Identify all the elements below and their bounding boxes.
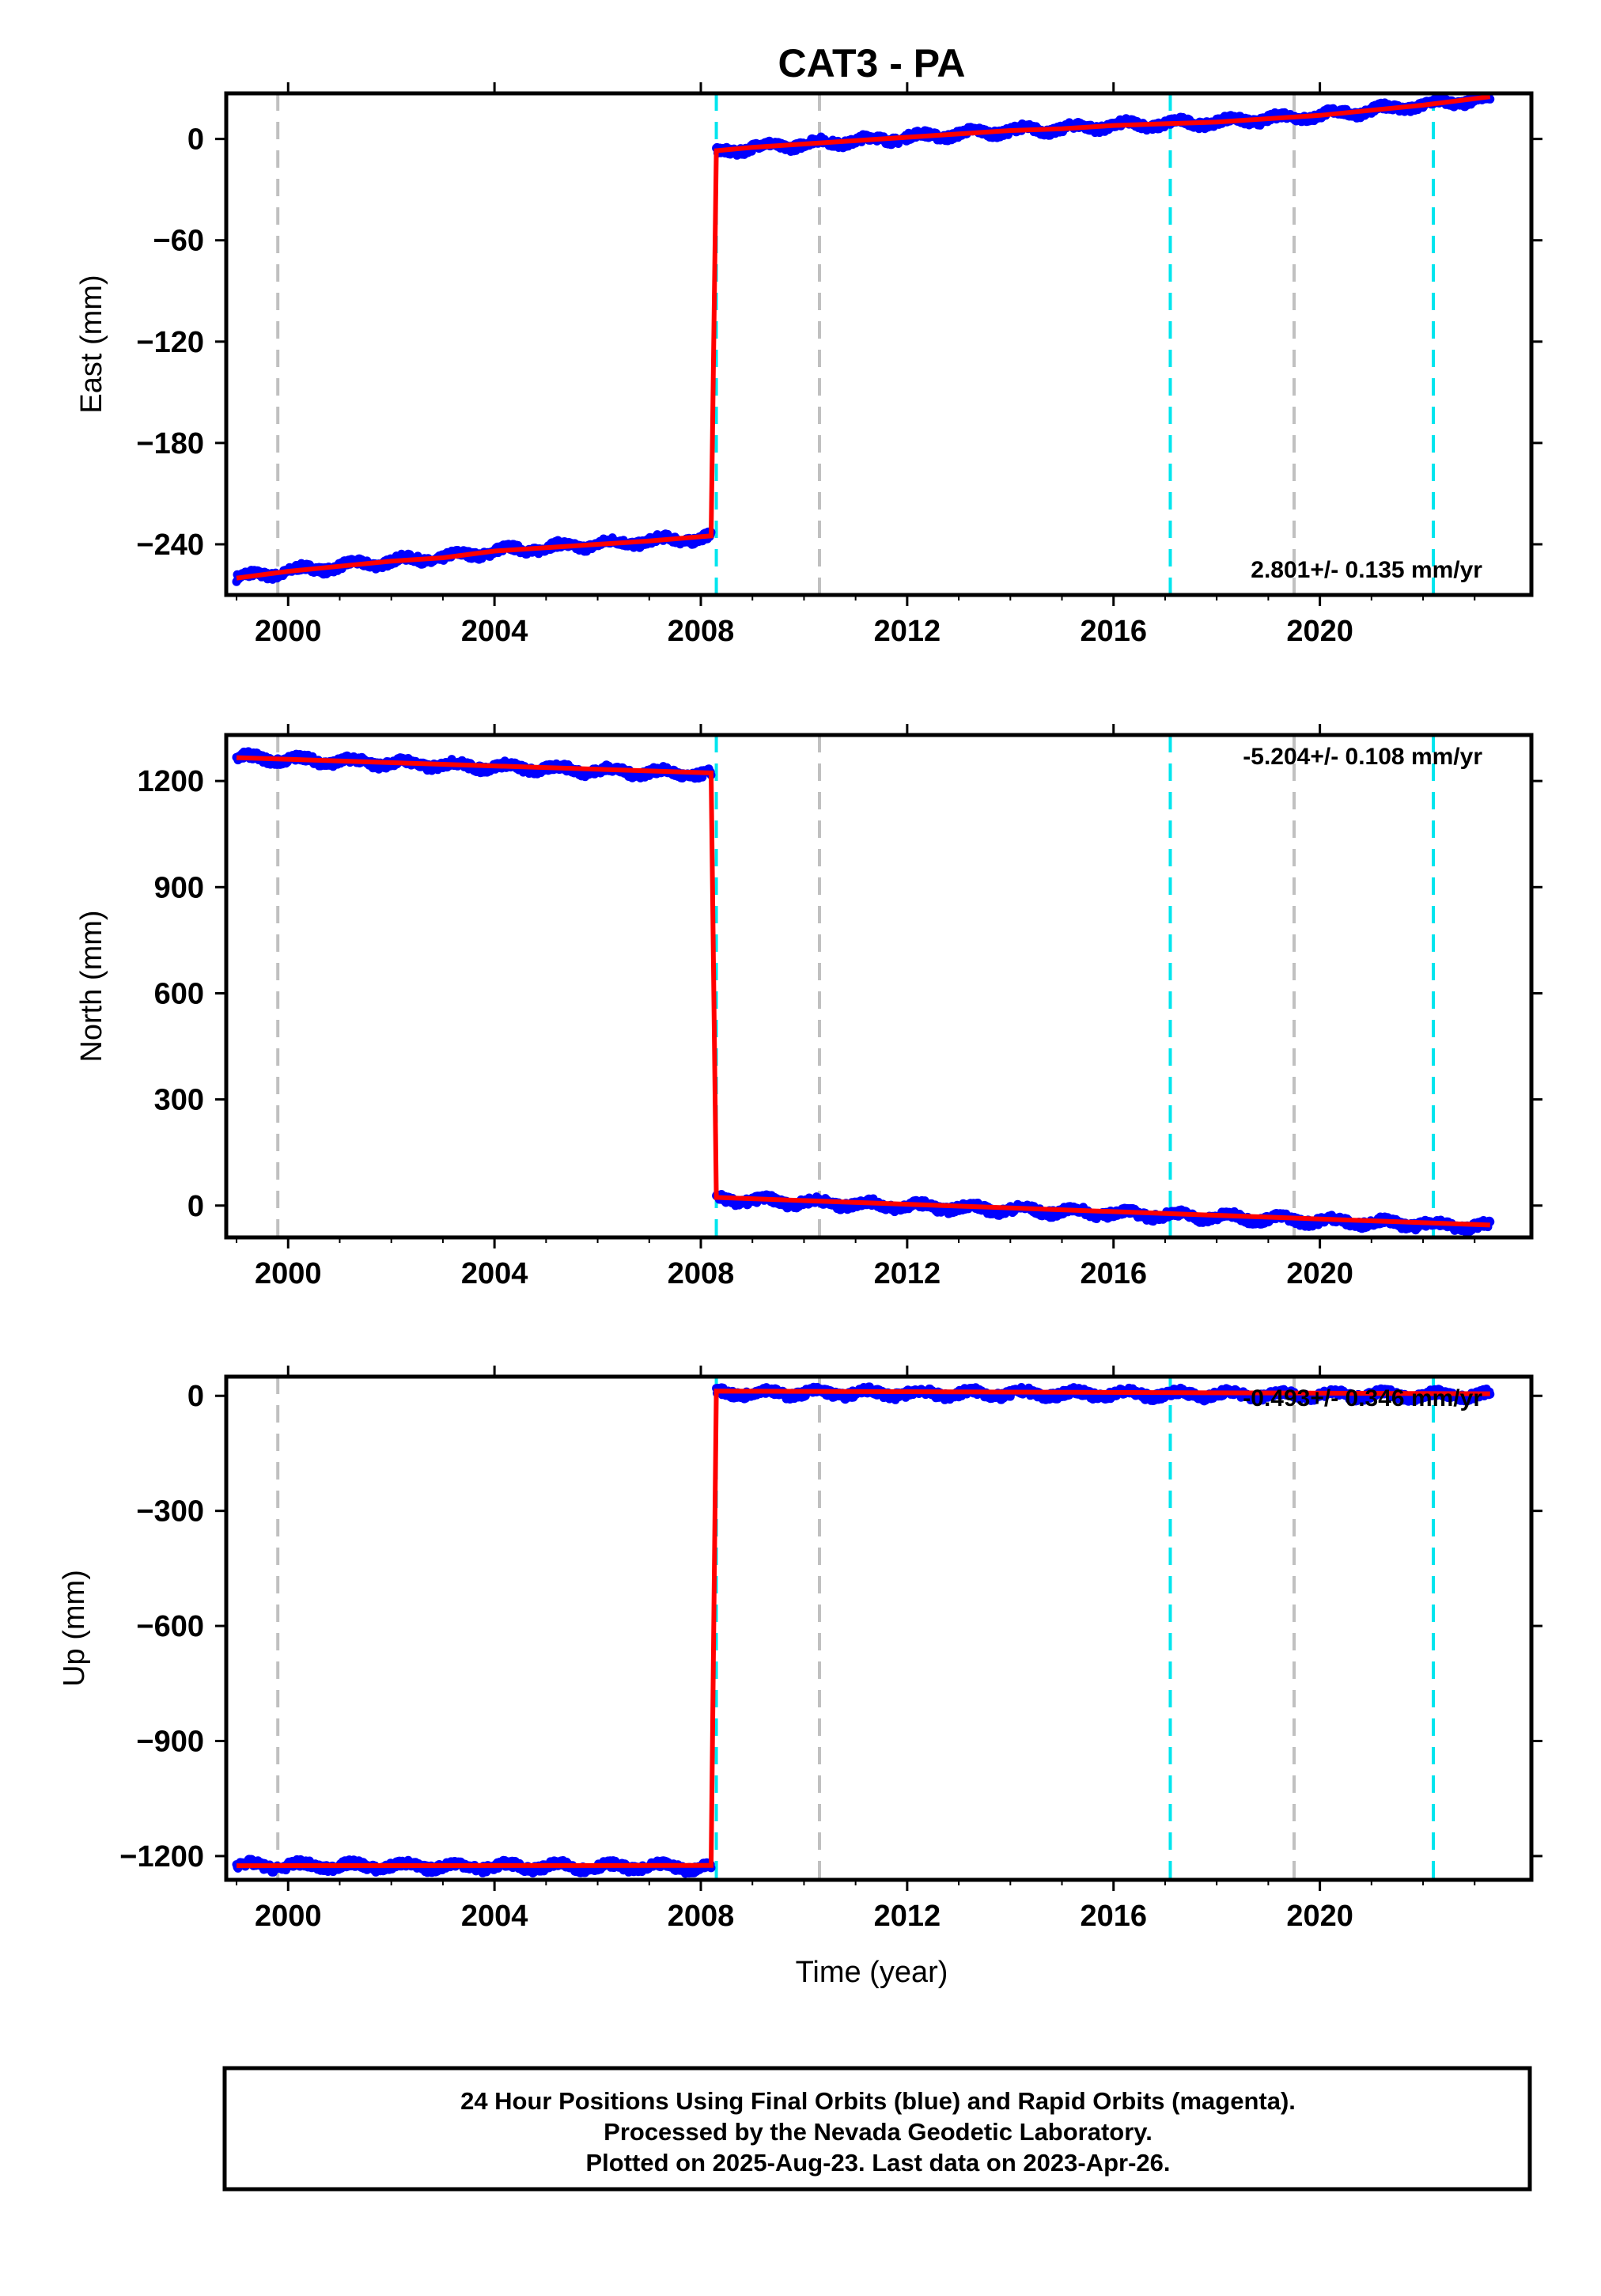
east-xtick-label: 2000 xyxy=(255,615,322,648)
east-ytick-label: 0 xyxy=(187,123,204,157)
east-ytick-label: −60 xyxy=(153,225,204,258)
panels: 2000 2004 2008 2012 2016 2020 0 −60 −120 −180 −240… xyxy=(58,82,1542,1933)
east-ytick-label: −240 xyxy=(136,529,204,562)
north-xtick-label: 2016 xyxy=(1080,1257,1147,1290)
east-xtick-label: 2004 xyxy=(461,615,528,648)
north-xtick-label: 2000 xyxy=(255,1257,322,1290)
north-xtick-label: 2004 xyxy=(461,1257,528,1290)
north-xtick-label: 2012 xyxy=(874,1257,941,1290)
figure-title: CAT3 - PA xyxy=(778,41,965,85)
up-points xyxy=(232,1382,1495,1878)
east-points xyxy=(232,93,1495,586)
east-xtick-label: 2008 xyxy=(668,615,735,648)
north-rate-label: -5.204+/- 0.108 mm/yr xyxy=(1243,744,1482,770)
east-xtick-label: 2020 xyxy=(1286,615,1353,648)
east-xtick-label: 2012 xyxy=(874,615,941,648)
north-ytick-label: 900 xyxy=(154,871,204,904)
east-ytick-label: −120 xyxy=(136,326,204,359)
east-y-axis-label: East (mm) xyxy=(75,275,108,413)
east-ytick-label: −180 xyxy=(136,427,204,460)
north-model-line xyxy=(236,755,1490,1228)
north-ytick-label: 300 xyxy=(154,1084,204,1117)
north-panel: 2000 2004 2008 2012 2016 2020 1200 900 600 300 0 No… xyxy=(75,724,1542,1290)
up-panel: 2000 2004 2008 2012 2016 20200−300−600−900−12… xyxy=(58,1366,1542,1933)
north-ytick-label: 600 xyxy=(154,977,204,1010)
north-y-axis-label: North (mm) xyxy=(75,910,108,1062)
north-ytick-label: 1200 xyxy=(137,765,204,798)
east-panel: 2000 2004 2008 2012 2016 2020 0 −60 −120 −180 −240… xyxy=(75,82,1542,648)
east-model-line xyxy=(236,94,1491,581)
east-frame xyxy=(224,91,1534,597)
north-frame xyxy=(224,733,1534,1240)
east-rate-label: 2.801+/- 0.135 mm/yr xyxy=(1251,557,1482,583)
north-ytick-label: 0 xyxy=(187,1190,204,1223)
east-xtick-label: 2016 xyxy=(1080,615,1147,648)
north-points xyxy=(232,747,1495,1237)
north-xtick-label: 2020 xyxy=(1286,1257,1353,1290)
north-xtick-label: 2008 xyxy=(668,1257,735,1290)
